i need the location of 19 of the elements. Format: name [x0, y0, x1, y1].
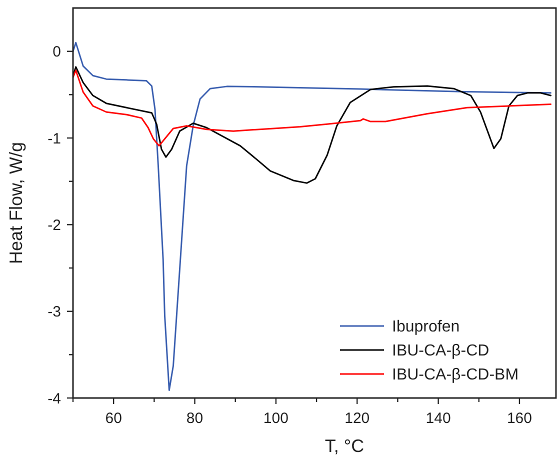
y-tick-label: -1	[48, 130, 61, 148]
y-tick-label: 0	[52, 44, 61, 61]
legend-label: IBU-CA-β-CD	[392, 342, 490, 360]
y-axis-title: Heat Flow, W/g	[6, 142, 26, 264]
legend-label: IBU-CA-β-CD-BM	[392, 366, 519, 384]
line-series	[73, 70, 552, 147]
line-series	[73, 66, 552, 184]
x-tick-label: 60	[105, 410, 122, 427]
x-tick-label: 100	[263, 410, 288, 427]
y-tick-label: -2	[48, 216, 61, 234]
y-tick-label: -4	[48, 390, 61, 408]
x-tick-label: 120	[344, 410, 370, 427]
line-series	[73, 42, 552, 391]
x-axis-title: T, °C	[324, 436, 364, 456]
x-tick-label: 160	[506, 410, 532, 427]
x-tick-label: 80	[186, 410, 204, 427]
y-tick-label: -3	[48, 304, 61, 321]
x-tick-label: 140	[426, 410, 451, 427]
legend-label: Ibuprofen	[392, 318, 460, 336]
